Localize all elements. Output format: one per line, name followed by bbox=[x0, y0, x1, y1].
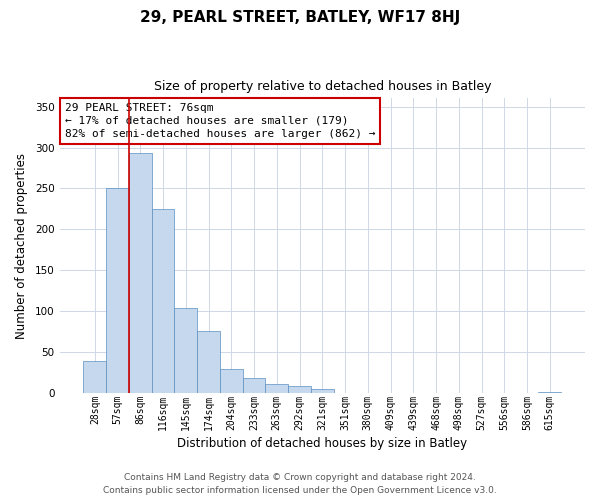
Bar bbox=[197, 331, 220, 394]
Bar bbox=[175, 308, 197, 394]
Text: 29, PEARL STREET, BATLEY, WF17 8HJ: 29, PEARL STREET, BATLEY, WF17 8HJ bbox=[140, 10, 460, 25]
Bar bbox=[83, 362, 106, 394]
Text: 29 PEARL STREET: 76sqm
← 17% of detached houses are smaller (179)
82% of semi-de: 29 PEARL STREET: 76sqm ← 17% of detached… bbox=[65, 103, 376, 139]
Bar bbox=[152, 209, 175, 394]
Bar bbox=[242, 378, 265, 394]
Text: Contains HM Land Registry data © Crown copyright and database right 2024.
Contai: Contains HM Land Registry data © Crown c… bbox=[103, 473, 497, 495]
Bar bbox=[106, 188, 129, 394]
Bar bbox=[288, 386, 311, 394]
Bar bbox=[311, 390, 334, 394]
Bar bbox=[220, 369, 242, 394]
Title: Size of property relative to detached houses in Batley: Size of property relative to detached ho… bbox=[154, 80, 491, 93]
Bar bbox=[538, 392, 561, 394]
Bar bbox=[265, 384, 288, 394]
Bar bbox=[129, 154, 152, 394]
X-axis label: Distribution of detached houses by size in Batley: Distribution of detached houses by size … bbox=[177, 437, 467, 450]
Y-axis label: Number of detached properties: Number of detached properties bbox=[15, 153, 28, 339]
